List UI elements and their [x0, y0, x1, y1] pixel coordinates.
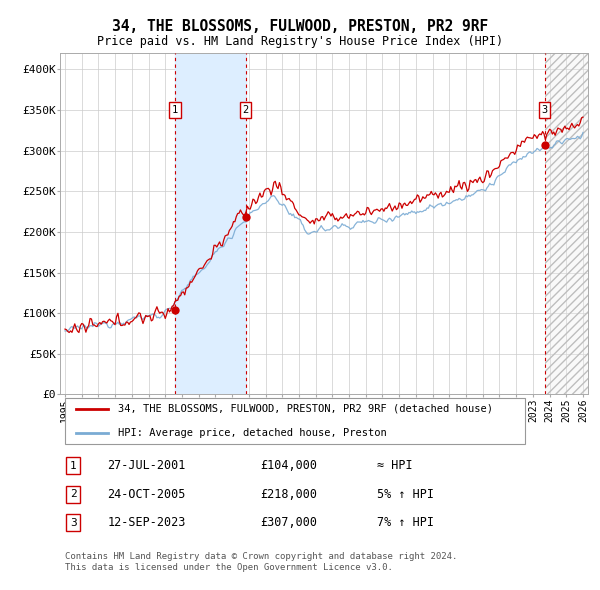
Text: 2: 2	[70, 489, 77, 499]
Bar	[545, 53, 592, 394]
Text: 34, THE BLOSSOMS, FULWOOD, PRESTON, PR2 9RF (detached house): 34, THE BLOSSOMS, FULWOOD, PRESTON, PR2 …	[118, 404, 493, 414]
Text: 34, THE BLOSSOMS, FULWOOD, PRESTON, PR2 9RF: 34, THE BLOSSOMS, FULWOOD, PRESTON, PR2 …	[112, 19, 488, 34]
Text: £218,000: £218,000	[260, 488, 317, 501]
Text: 24-OCT-2005: 24-OCT-2005	[107, 488, 186, 501]
Text: Price paid vs. HM Land Registry's House Price Index (HPI): Price paid vs. HM Land Registry's House …	[97, 35, 503, 48]
Text: 7% ↑ HPI: 7% ↑ HPI	[377, 516, 434, 529]
Text: HPI: Average price, detached house, Preston: HPI: Average price, detached house, Pres…	[118, 428, 387, 438]
Text: 2: 2	[242, 105, 249, 115]
Text: 27-JUL-2001: 27-JUL-2001	[107, 460, 186, 473]
Text: 3: 3	[542, 105, 548, 115]
Text: £104,000: £104,000	[260, 460, 317, 473]
Bar	[175, 53, 245, 394]
Bar	[545, 53, 592, 394]
Text: 3: 3	[70, 517, 77, 527]
Text: 12-SEP-2023: 12-SEP-2023	[107, 516, 186, 529]
Text: 5% ↑ HPI: 5% ↑ HPI	[377, 488, 434, 501]
Text: 1: 1	[172, 105, 178, 115]
Text: £307,000: £307,000	[260, 516, 317, 529]
FancyBboxPatch shape	[65, 398, 524, 444]
Text: Contains HM Land Registry data © Crown copyright and database right 2024.
This d: Contains HM Land Registry data © Crown c…	[65, 552, 458, 572]
Text: 1: 1	[70, 461, 77, 471]
Text: ≈ HPI: ≈ HPI	[377, 460, 412, 473]
